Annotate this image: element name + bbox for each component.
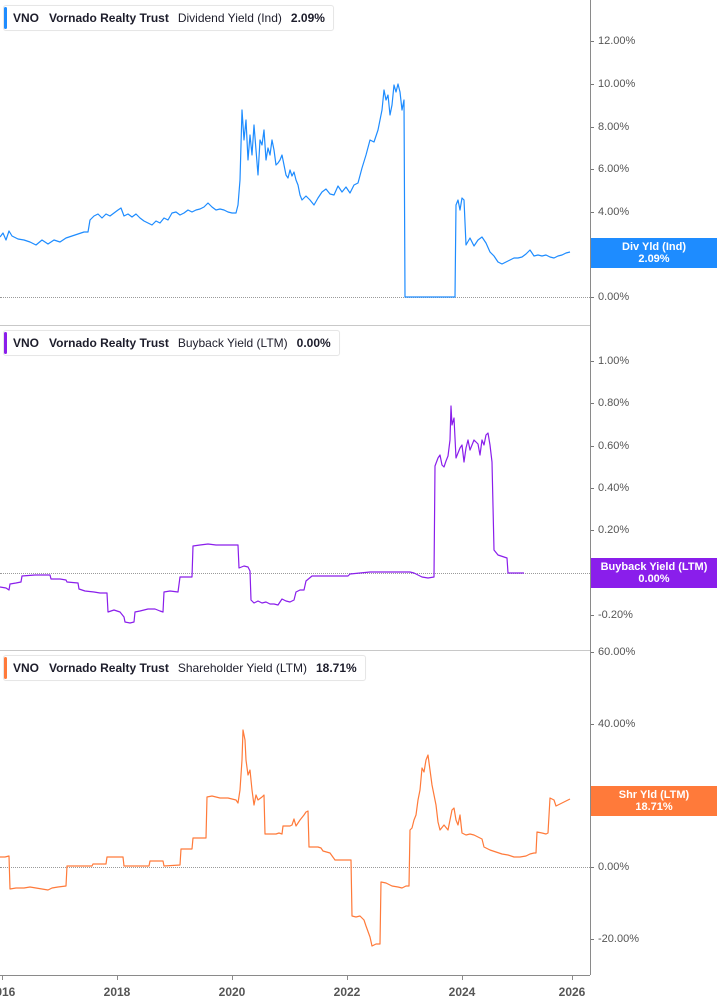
legend-value: 0.00% <box>296 336 331 350</box>
y-tick-label: 1.00% <box>598 355 630 367</box>
legend-company: Vornado Realty Trust <box>49 661 169 675</box>
tick-mark <box>232 976 233 980</box>
legend-value: 18.71% <box>316 661 357 675</box>
x-tick-label: 2018 <box>103 985 131 999</box>
tick-mark <box>591 169 594 170</box>
tick-mark <box>591 212 594 213</box>
y-tick-label: 0.00% <box>598 291 630 303</box>
current-value-badge-dividend: Div Yld (Ind) 2.09% <box>591 238 717 268</box>
y-tick-label: -0.20% <box>598 609 633 621</box>
tick-mark <box>591 867 594 868</box>
legend-value: 2.09% <box>290 11 325 25</box>
series-color-swatch <box>4 332 7 354</box>
x-tick-label: 2020 <box>218 985 246 999</box>
zero-line <box>0 867 590 868</box>
badge-label: Shr Yld (LTM) <box>618 789 690 801</box>
y-tick-label: 4.00% <box>598 206 630 218</box>
series-color-swatch <box>4 657 7 679</box>
y-tick-label: 0.80% <box>598 397 630 409</box>
buyback-yield-line <box>0 405 524 624</box>
panel-divider <box>0 650 590 651</box>
tick-mark <box>591 652 594 653</box>
y-tick-label: 60.00% <box>598 646 636 658</box>
tick-mark <box>591 361 594 362</box>
tick-mark <box>591 488 594 489</box>
badge-label: Buyback Yield (LTM) <box>600 561 708 573</box>
current-value-badge-shareholder: Shr Yld (LTM) 18.71% <box>591 786 717 816</box>
zero-line <box>0 297 590 298</box>
current-value-badge-buyback: Buyback Yield (LTM) 0.00% <box>591 558 717 588</box>
tick-mark <box>591 939 594 940</box>
x-tick-label: 2026 <box>558 985 586 999</box>
badge-label: Div Yld (Ind) <box>622 241 686 253</box>
y-tick-label: 8.00% <box>598 121 630 133</box>
legend-dividend-yield[interactable]: VNO Vornado Realty Trust Dividend Yield … <box>3 5 334 31</box>
zero-line <box>0 573 590 574</box>
panel-divider <box>0 325 590 326</box>
y-tick-label: 40.00% <box>598 718 636 730</box>
y-tick-label: 12.00% <box>598 35 636 47</box>
x-tick-label: 2016 <box>0 985 16 999</box>
legend-ticker: VNO <box>13 336 40 350</box>
x-axis <box>0 975 590 976</box>
series-color-swatch <box>4 7 7 29</box>
y-tick-label: 0.20% <box>598 524 630 536</box>
tick-mark <box>117 976 118 980</box>
tick-mark <box>591 127 594 128</box>
tick-mark <box>591 446 594 447</box>
legend-company: Vornado Realty Trust <box>49 11 169 25</box>
badge-value: 0.00% <box>638 573 670 585</box>
tick-mark <box>347 976 348 980</box>
legend-buyback-yield[interactable]: VNO Vornado Realty Trust Buyback Yield (… <box>3 330 340 356</box>
y-tick-label: -20.00% <box>598 933 639 945</box>
tick-mark <box>591 41 594 42</box>
tick-mark <box>462 976 463 980</box>
tick-mark <box>591 84 594 85</box>
legend-ticker: VNO <box>13 661 40 675</box>
tick-mark <box>572 976 573 980</box>
tick-mark <box>591 297 594 298</box>
x-tick-label: 2022 <box>333 985 361 999</box>
y-tick-label: 6.00% <box>598 163 630 175</box>
y-tick-label: 0.40% <box>598 482 630 494</box>
tick-mark <box>591 724 594 725</box>
legend-shareholder-yield[interactable]: VNO Vornado Realty Trust Shareholder Yie… <box>3 655 366 681</box>
y-tick-label: 0.60% <box>598 440 630 452</box>
shareholder-yield-line <box>0 729 571 947</box>
badge-value: 2.09% <box>638 253 670 265</box>
legend-company: Vornado Realty Trust <box>49 336 169 350</box>
tick-mark <box>591 615 594 616</box>
badge-value: 18.71% <box>635 801 673 813</box>
legend-metric: Buyback Yield (LTM) <box>177 336 288 350</box>
tick-mark <box>2 976 3 980</box>
legend-metric: Shareholder Yield (LTM) <box>177 661 307 675</box>
y-tick-label: 0.00% <box>598 861 630 873</box>
plot-frame <box>590 0 591 975</box>
tick-mark <box>591 530 594 531</box>
tick-mark <box>591 403 594 404</box>
legend-metric: Dividend Yield (Ind) <box>177 11 282 25</box>
x-tick-label: 2024 <box>448 985 476 999</box>
y-tick-label: 10.00% <box>598 78 636 90</box>
dividend-yield-line <box>0 83 571 298</box>
legend-ticker: VNO <box>13 11 40 25</box>
